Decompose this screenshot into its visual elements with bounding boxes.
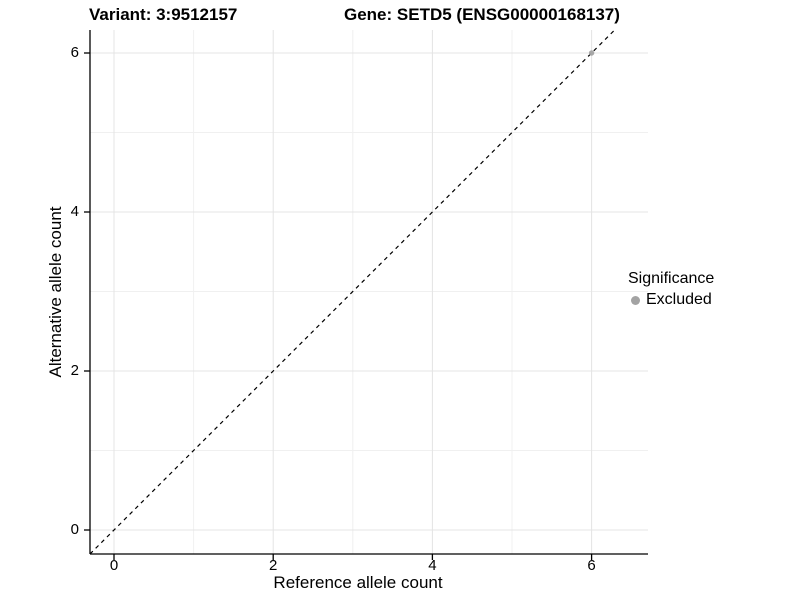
legend-title: Significance <box>628 270 715 287</box>
y-tick-label: 4 <box>70 203 79 220</box>
y-axis-label: Alternative allele count <box>46 206 65 378</box>
y-tick-label: 2 <box>70 362 79 379</box>
y-tick-label: 6 <box>70 44 79 61</box>
x-tick-label: 0 <box>109 557 119 574</box>
x-tick-label: 6 <box>587 557 596 574</box>
legend-items: Excluded <box>628 291 714 309</box>
data-point <box>588 50 595 56</box>
legend-item: Excluded <box>628 291 714 309</box>
legend: Significance Excluded <box>628 270 714 309</box>
legend-key-dot-icon <box>631 295 640 305</box>
x-tick-label: 2 <box>269 557 278 574</box>
x-axis-label: Reference allele count <box>273 573 443 592</box>
y-tick-label: 0 <box>70 521 79 538</box>
variant-title: Variant: 3:9512157 <box>89 5 238 24</box>
gene-title: Gene: SETD5 (ENSG00000168137) <box>344 5 620 24</box>
x-tick-label: 4 <box>428 557 437 574</box>
legend-item-label: Excluded <box>646 291 712 308</box>
identity-line <box>89 29 616 555</box>
